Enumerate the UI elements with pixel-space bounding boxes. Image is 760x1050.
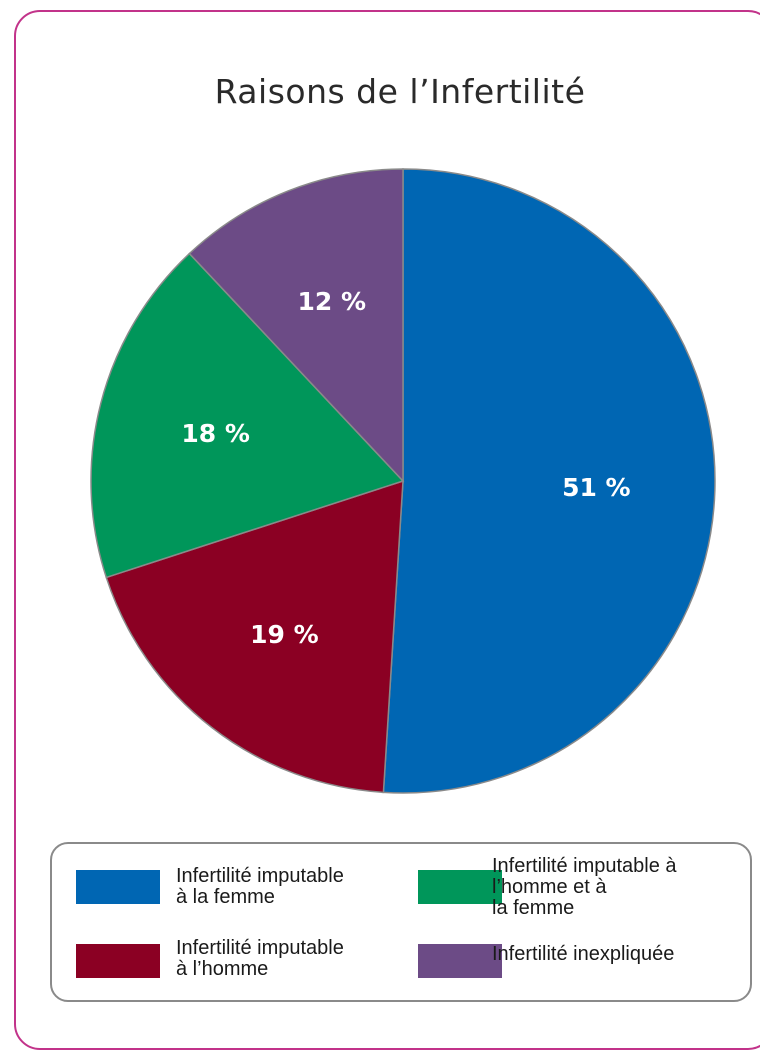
- pie-chart: 51 % 19 % 18 % 12 %: [90, 168, 716, 794]
- legend-swatch-homme-femme: [418, 870, 502, 904]
- data-label: 51 %: [562, 473, 631, 502]
- pie-slice-homme: [105, 479, 404, 794]
- legend-swatch-inexpliquee: [418, 944, 502, 978]
- legend-label-femme: Infertilité imputable à la femme: [176, 865, 344, 908]
- legend-label-homme-femme: Infertilité imputable à l’homme et à la …: [492, 855, 677, 919]
- legend-label-inexpliquee: Infertilité inexpliquée: [492, 943, 675, 965]
- legend-swatch-femme: [76, 870, 160, 904]
- data-label: 12 %: [298, 287, 367, 316]
- legend: Infertilité imputable à la femme Inferti…: [50, 842, 752, 1002]
- legend-label-homme: Infertilité imputable à l’homme: [176, 937, 344, 980]
- data-label: 19 %: [250, 620, 319, 649]
- chart-title: Raisons de l’Infertilité: [214, 72, 586, 111]
- pie-slice-inexpliquee: [188, 168, 404, 483]
- data-label: 18 %: [181, 419, 250, 448]
- pie-slice-homme-femme: [90, 252, 405, 579]
- pie-slice-femme: [382, 168, 716, 794]
- legend-swatch-homme: [76, 944, 160, 978]
